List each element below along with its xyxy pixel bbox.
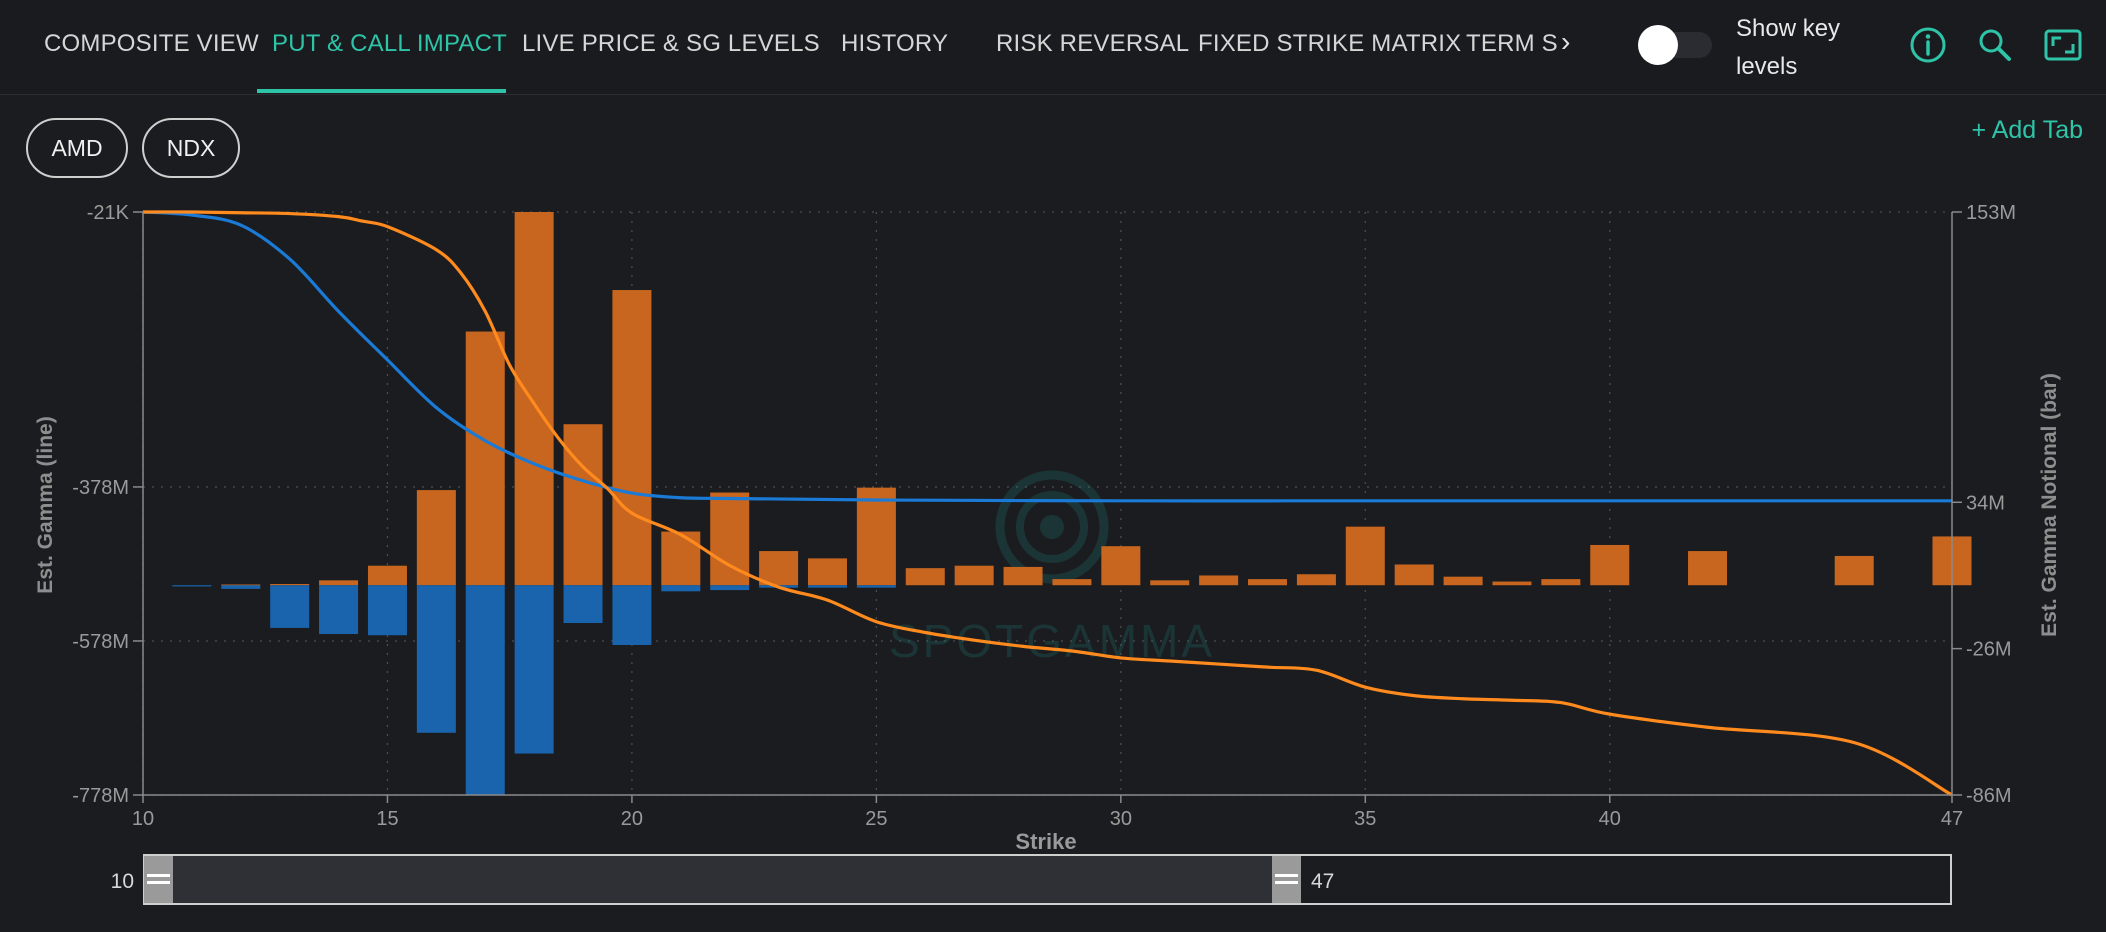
call-bar bbox=[1834, 555, 1874, 586]
x-tick-label: 20 bbox=[621, 808, 643, 830]
put-bar bbox=[319, 585, 359, 635]
call-bar bbox=[710, 492, 750, 586]
info-icon[interactable] bbox=[1907, 24, 1949, 66]
tab-put-call-impact[interactable]: PUT & CALL IMPACT bbox=[272, 30, 508, 57]
right-tick-label: 153M bbox=[1966, 202, 2016, 224]
range-slider-left-handle[interactable] bbox=[144, 856, 173, 903]
x-tick-label: 15 bbox=[376, 808, 398, 830]
range-max-label: 47 bbox=[1311, 870, 1334, 893]
call-bar bbox=[759, 551, 799, 586]
call-bar bbox=[563, 424, 603, 586]
tab-term-structure[interactable]: TERM S bbox=[1466, 30, 1558, 57]
zoom-icon[interactable] bbox=[1974, 24, 2016, 66]
call-bar bbox=[1296, 574, 1336, 586]
bar-series bbox=[172, 212, 1972, 795]
x-tick-label: 47 bbox=[1941, 808, 1963, 830]
call-bar bbox=[270, 583, 310, 586]
call-bar bbox=[1003, 566, 1043, 586]
toggle-label: Show key levels bbox=[1736, 15, 1841, 80]
put-bar bbox=[661, 585, 701, 592]
left-tick-label: -21K bbox=[87, 202, 130, 224]
call-bar bbox=[319, 580, 359, 586]
ticker-tab-ndx[interactable]: NDX bbox=[142, 118, 240, 178]
left-tick-label: -778M bbox=[72, 785, 129, 807]
tab-fixed-strike-matrix[interactable]: FIXED STRIKE MATRIX bbox=[1198, 30, 1462, 57]
tab-risk-reversal[interactable]: RISK REVERSAL bbox=[996, 30, 1190, 57]
x-axis-label: Strike bbox=[1015, 829, 1076, 854]
put-bar bbox=[856, 585, 896, 588]
chart-grid bbox=[142, 211, 1953, 796]
line-series bbox=[142, 210, 1953, 797]
toggle-knob[interactable] bbox=[1638, 25, 1678, 65]
call-bar bbox=[612, 290, 652, 586]
x-tick-label: 25 bbox=[865, 808, 887, 830]
ticker-tab-amd[interactable]: AMD bbox=[26, 118, 128, 178]
x-tick-label: 35 bbox=[1354, 808, 1376, 830]
call-bar bbox=[661, 531, 701, 586]
tab-history[interactable]: HISTORY bbox=[841, 30, 949, 57]
call-bar bbox=[221, 584, 261, 586]
call-bar bbox=[1052, 579, 1092, 586]
watermark-text: SPOTGAMMA bbox=[889, 615, 1215, 667]
put-bar bbox=[514, 585, 554, 754]
active-tab-indicator bbox=[257, 89, 506, 93]
expand-icon[interactable] bbox=[2042, 24, 2084, 66]
spotgamma-watermark: SPOTGAMMA bbox=[889, 470, 1215, 667]
put-bar bbox=[612, 585, 652, 645]
call-bar bbox=[856, 487, 896, 586]
range-min-label: 10 bbox=[111, 870, 134, 893]
left-tick-label: -378M bbox=[72, 477, 129, 499]
call-bar bbox=[1150, 580, 1190, 586]
put-bar bbox=[710, 585, 750, 591]
put-bar bbox=[221, 585, 261, 589]
range-slider-right-handle[interactable] bbox=[1272, 856, 1301, 903]
call-bar bbox=[1199, 575, 1239, 586]
right-tick-label: 34M bbox=[1966, 492, 2005, 514]
call-bar bbox=[465, 331, 505, 586]
top-nav: COMPOSITE VIEW PUT & CALL IMPACT LIVE PR… bbox=[0, 0, 2106, 95]
call-bar bbox=[514, 212, 554, 586]
call-bar bbox=[807, 558, 847, 586]
call-bar bbox=[1345, 526, 1385, 586]
put-bar bbox=[416, 585, 456, 733]
right-axis-label: Est. Gamma Notional (bar) bbox=[2038, 373, 2061, 637]
call-bar bbox=[1101, 546, 1141, 586]
tab-live-price-sg-levels[interactable]: LIVE PRICE & SG LEVELS bbox=[522, 30, 820, 57]
put-bar bbox=[807, 585, 847, 588]
call-bar bbox=[416, 490, 456, 586]
call-bar bbox=[1492, 581, 1532, 586]
call-bar bbox=[1443, 576, 1483, 586]
chevron-right-icon[interactable]: › bbox=[1561, 26, 1571, 57]
put-gamma-line bbox=[142, 210, 1952, 503]
x-tick-label: 40 bbox=[1599, 808, 1621, 830]
add-tab-button[interactable]: + Add Tab bbox=[1971, 116, 2083, 144]
call-bar bbox=[1541, 579, 1581, 586]
put-bar bbox=[563, 585, 603, 624]
put-bar bbox=[367, 585, 407, 636]
call-bar bbox=[905, 568, 945, 586]
left-axis-label: Est. Gamma (line) bbox=[34, 416, 57, 593]
chart-axes: -21K -378M -578M -778M 153M 34M -26M -86M 10 15 20… bbox=[72, 202, 2016, 830]
put-bar bbox=[172, 585, 212, 587]
call-bar bbox=[1590, 544, 1630, 586]
x-tick-label: 10 bbox=[132, 808, 154, 830]
put-bar bbox=[270, 585, 310, 628]
call-bar bbox=[1688, 551, 1728, 586]
call-gamma-line bbox=[142, 210, 1953, 797]
call-bar bbox=[1394, 564, 1434, 586]
call-bar bbox=[954, 565, 994, 586]
x-tick-label: 30 bbox=[1110, 808, 1132, 830]
tab-composite-view[interactable]: COMPOSITE VIEW bbox=[44, 30, 259, 57]
left-tick-label: -578M bbox=[72, 631, 129, 653]
right-tick-label: -26M bbox=[1966, 639, 2012, 661]
call-bar bbox=[367, 565, 407, 586]
range-slider-selection[interactable] bbox=[173, 856, 1272, 903]
call-bar bbox=[1248, 579, 1288, 586]
put-bar bbox=[465, 585, 505, 795]
right-tick-label: -86M bbox=[1966, 785, 2012, 807]
